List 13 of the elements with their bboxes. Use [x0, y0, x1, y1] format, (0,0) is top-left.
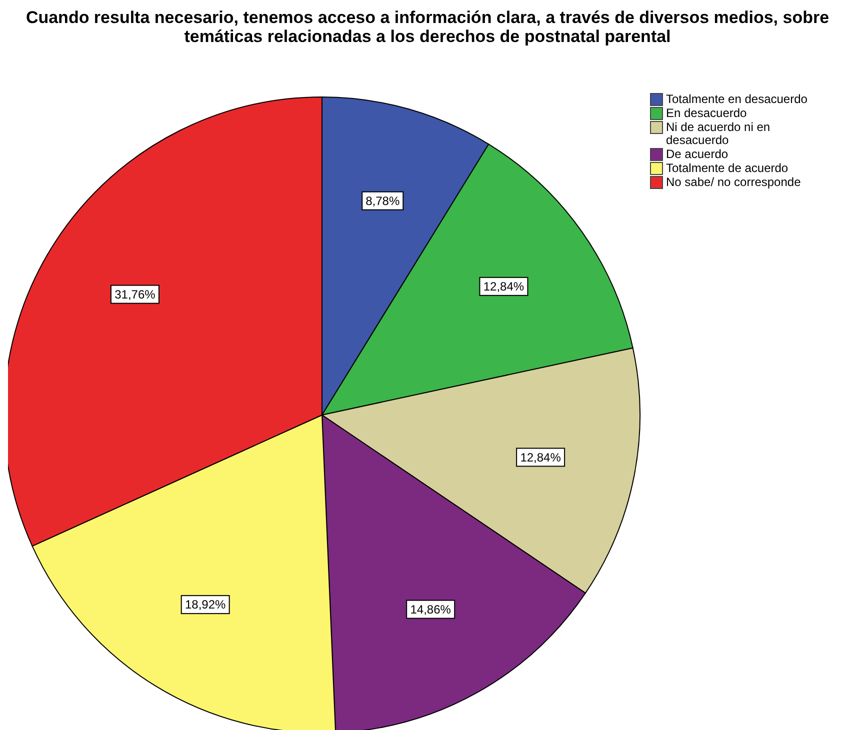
data-label: 18,92%	[184, 598, 226, 612]
legend-label: Totalmente de acuerdo	[666, 161, 790, 175]
legend-label: Totalmente en desacuerdo	[666, 92, 808, 106]
chart-title: Cuando resulta necesario, tenemos acceso a información clara, a través de diversos medios, sobre temáticas relacionadas a los derechos de postnatal parental	[24, 8, 830, 46]
legend-label: No sabe/ no corresponde	[666, 175, 802, 189]
legend-label: Ni de acuerdo ni en desacuerdo	[666, 120, 772, 147]
legend-label: De acuerdo	[666, 147, 730, 161]
data-label: 8,78%	[366, 194, 400, 208]
legend-label: En desacuerdo	[666, 106, 748, 120]
data-label: 12,84%	[520, 450, 562, 464]
data-label: 31,76%	[114, 287, 156, 302]
data-label: 12,84%	[483, 279, 524, 294]
data-label: 14,86%	[410, 602, 452, 616]
